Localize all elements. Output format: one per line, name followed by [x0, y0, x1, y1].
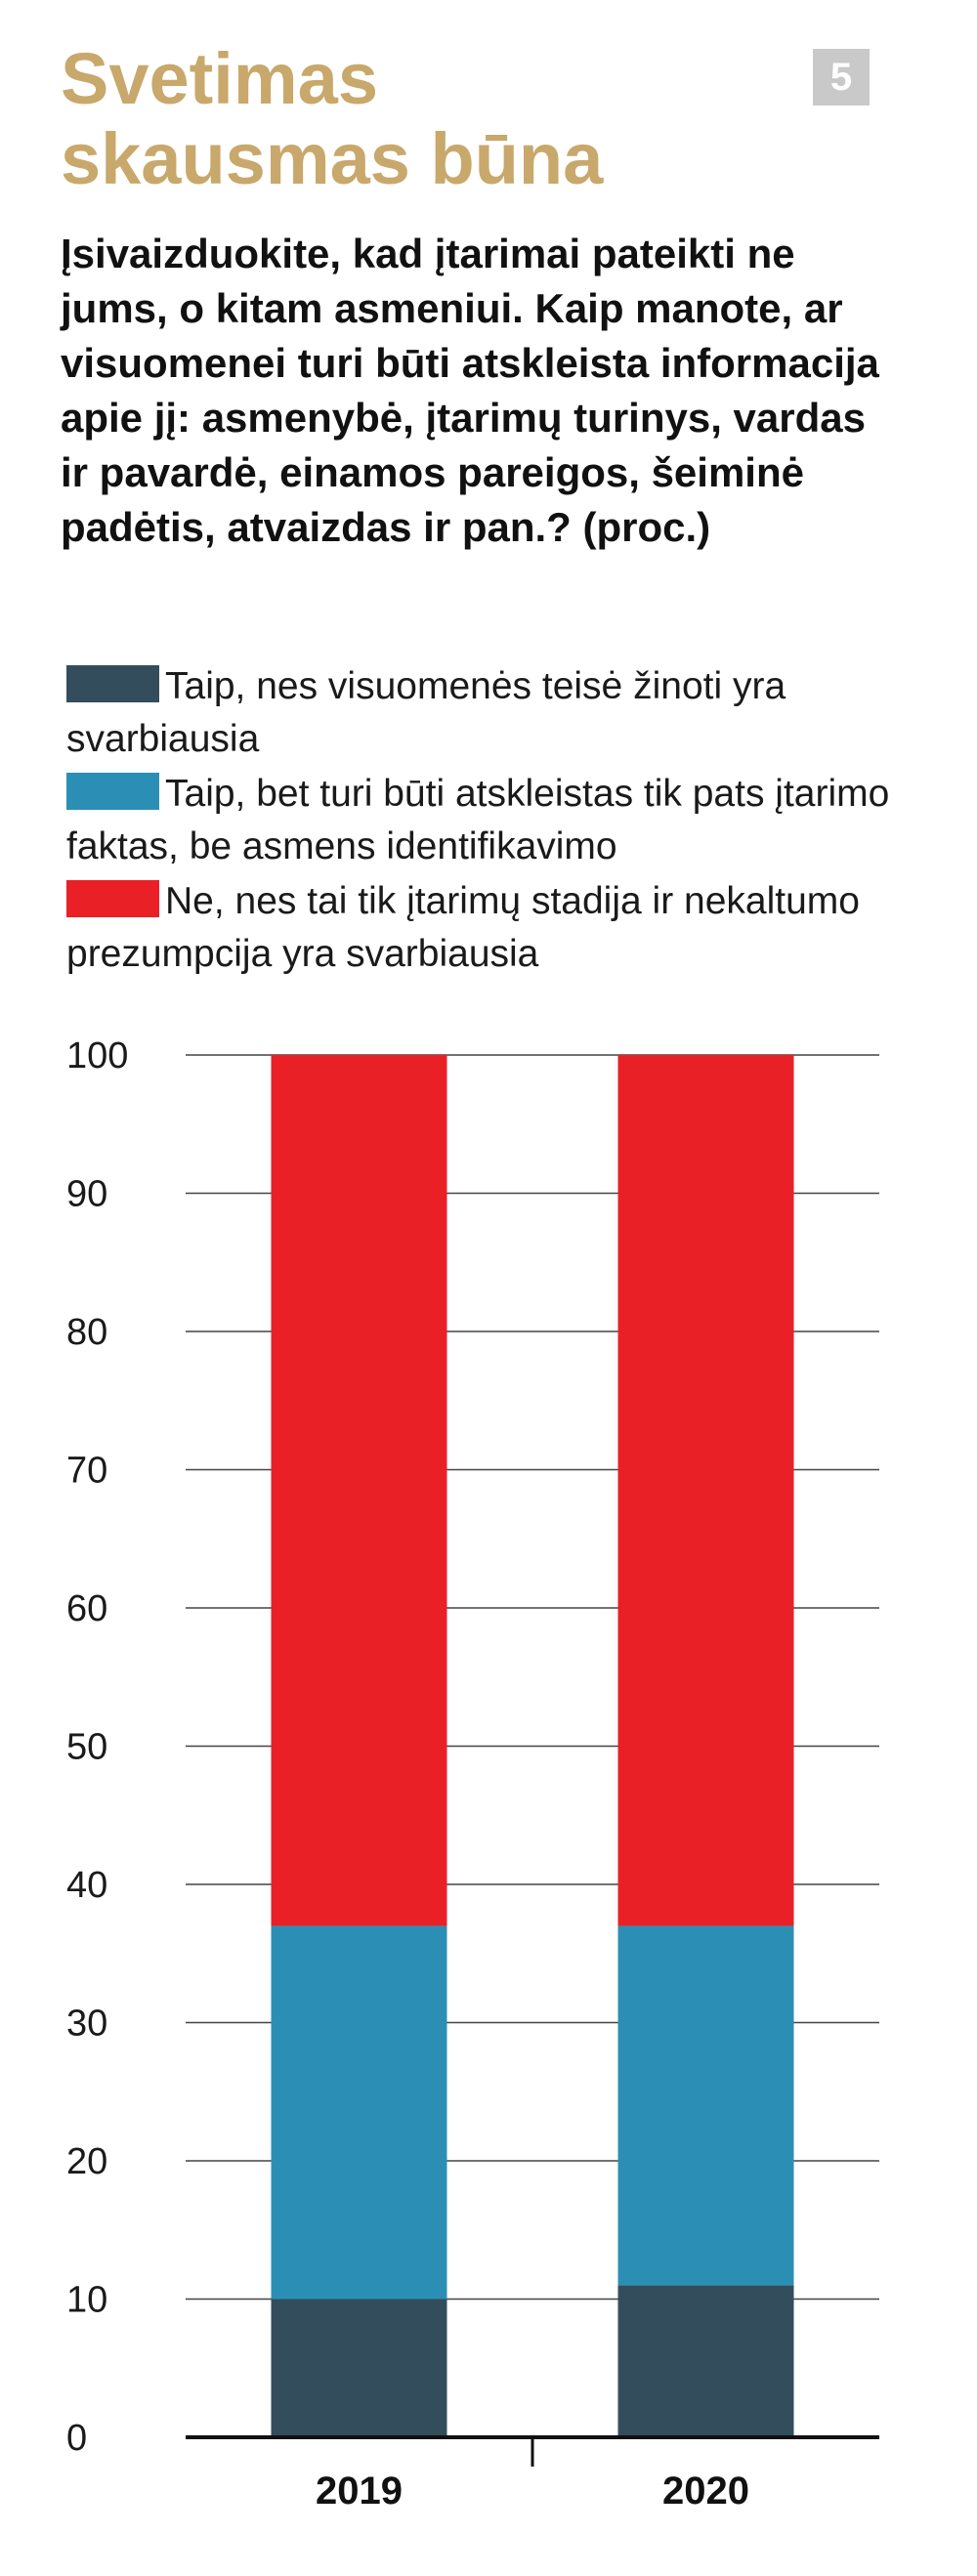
survey-question: Įsivaizduokite, kad įtarimai pateikti ne… — [61, 231, 879, 550]
title-line-1: Svetimas — [61, 38, 378, 119]
y-tick-label-50: 50 — [66, 1727, 107, 1768]
bar-2020-series-1 — [617, 1925, 794, 2286]
y-tick-label-100: 100 — [66, 1035, 128, 1077]
x-category-label-2019: 2019 — [316, 2470, 403, 2513]
y-tick-label-20: 20 — [66, 2141, 107, 2182]
bar-2019-series-1 — [271, 1925, 447, 2300]
title-line-2: skausmas būna — [61, 118, 604, 199]
stacked-bar-chart: 0 10 20 30 40 50 60 70 80 90 100 2019 2020 — [66, 1035, 879, 2513]
legend-item-blue: Taip, bet turi būti atskleistas tik pats… — [66, 768, 907, 873]
y-tick-label-70: 70 — [66, 1451, 107, 1492]
legend-label-blue: Taip, bet turi būti atskleistas tik pats… — [66, 773, 890, 867]
bar-2020-series-2 — [617, 1055, 794, 1926]
bar-2019-series-2 — [271, 1055, 447, 1926]
legend-swatch-dark — [66, 665, 159, 702]
legend-item-red: Ne, nes tai tik įtarimų stadija ir nekal… — [66, 875, 907, 981]
y-tick-label-30: 30 — [66, 2004, 107, 2045]
y-tick-label-10: 10 — [66, 2280, 107, 2321]
legend-label-dark: Taip, nes visuomenės teisė žinoti yra sv… — [66, 665, 786, 760]
legend-swatch-red — [66, 880, 159, 917]
legend-item-dark: Taip, nes visuomenės teisė žinoti yra sv… — [66, 660, 907, 766]
y-tick-label-80: 80 — [66, 1312, 107, 1353]
bar-2019-series-0 — [271, 2299, 447, 2437]
legend-label-red: Ne, nes tai tik įtarimų stadija ir nekal… — [66, 880, 860, 975]
y-tick-label-90: 90 — [66, 1174, 107, 1215]
y-tick-label-60: 60 — [66, 1588, 107, 1629]
bar-2020-series-0 — [617, 2285, 794, 2437]
y-tick-label-40: 40 — [66, 1865, 107, 1906]
chart-title: Svetimas skausmas būna — [61, 39, 803, 199]
page-number-badge: 5 — [813, 49, 870, 106]
x-category-label-2020: 2020 — [662, 2470, 749, 2513]
legend-swatch-blue — [66, 773, 159, 810]
legend: Taip, nes visuomenės teisė žinoti yra sv… — [66, 660, 907, 983]
y-tick-label-0: 0 — [66, 2418, 87, 2459]
